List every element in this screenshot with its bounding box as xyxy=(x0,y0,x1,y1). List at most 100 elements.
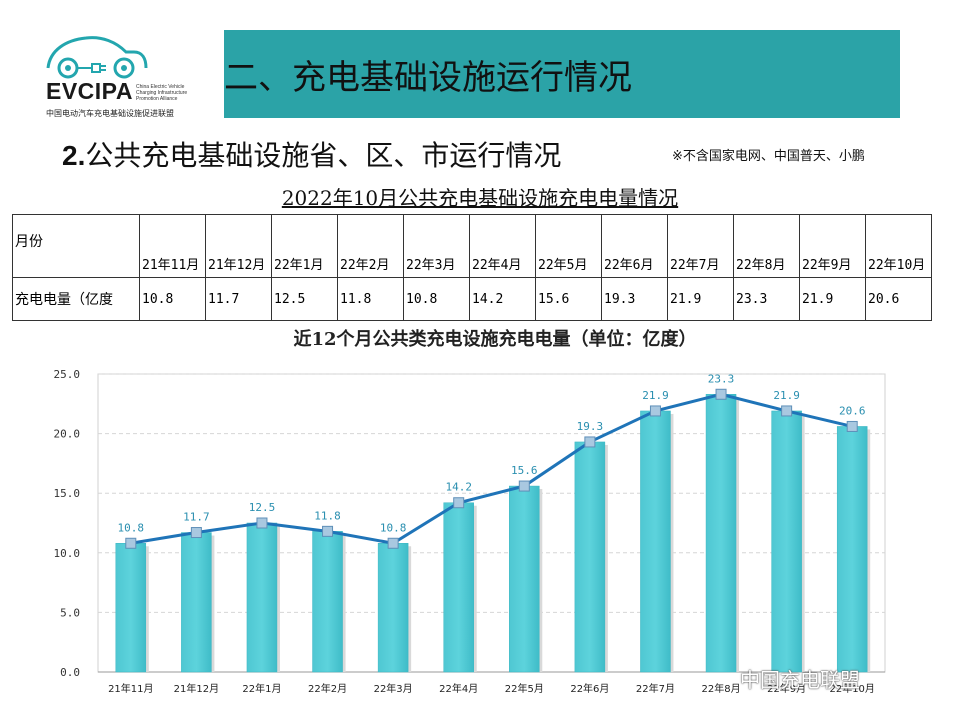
value-cell: 11.7 xyxy=(205,277,272,321)
data-label: 20.6 xyxy=(839,404,866,417)
y-tick-label: 15.0 xyxy=(54,487,81,500)
table-title: 2022年10月公共充电基础设施充电电量情况 xyxy=(281,186,679,210)
bar xyxy=(312,531,343,673)
car-plug-logo-icon xyxy=(46,36,148,79)
bar xyxy=(181,532,212,673)
table-row-values: 充电电量（亿度 10.8 11.7 12.5 11.8 10.8 14.2 15… xyxy=(12,277,932,321)
bar xyxy=(771,410,802,673)
value-cell: 15.6 xyxy=(535,277,602,321)
logo-name: EVCIPA xyxy=(46,78,133,104)
bar xyxy=(509,485,540,673)
data-label: 21.9 xyxy=(773,389,800,402)
value-cell: 19.3 xyxy=(601,277,668,321)
header-banner: 二、充电基础设施运行情况 xyxy=(224,30,900,118)
month-cell: 22年7月 xyxy=(667,214,734,278)
month-cell: 22年6月 xyxy=(601,214,668,278)
data-label: 14.2 xyxy=(445,481,472,494)
data-label: 11.8 xyxy=(314,509,341,522)
row-header-month: 月份 xyxy=(12,214,140,278)
x-tick-label: 22年1月 xyxy=(242,682,281,695)
x-tick-label: 22年9月 xyxy=(767,682,806,695)
x-tick-label: 22年5月 xyxy=(505,682,544,695)
value-cell: 12.5 xyxy=(271,277,338,321)
line-marker xyxy=(322,525,334,537)
data-label: 21.9 xyxy=(642,389,669,402)
charging-volume-chart: 0.0 5.0 10.0 15.0 20.0 25.0 21年11月 21年12月 22年1月 2… xyxy=(54,368,886,695)
value-cell: 10.8 xyxy=(403,277,470,321)
month-cell: 22年3月 xyxy=(403,214,470,278)
x-tick-label: 22年3月 xyxy=(374,682,413,695)
bar xyxy=(574,441,606,673)
value-cell: 11.8 xyxy=(337,277,404,321)
month-cell: 22年9月 xyxy=(799,214,866,278)
data-label: 11.7 xyxy=(183,511,210,524)
bar xyxy=(640,410,671,673)
y-tick-label: 0.0 xyxy=(60,666,80,679)
x-tick-label: 21年11月 xyxy=(108,682,153,695)
value-cell: 14.2 xyxy=(469,277,536,321)
month-cell: 21年11月 xyxy=(139,214,206,278)
month-cell: 22年2月 xyxy=(337,214,404,278)
month-cell: 22年10月 xyxy=(865,214,932,278)
x-tick-label: 22年6月 xyxy=(570,682,609,695)
x-tick-label: 22年8月 xyxy=(701,682,740,695)
month-cell: 22年4月 xyxy=(469,214,536,278)
charging-volume-table: 月份 21年11月 21年12月 22年1月 22年2月 22年3月 22年4月… xyxy=(12,214,932,321)
data-label: 15.6 xyxy=(511,464,538,477)
value-cell: 21.9 xyxy=(799,277,866,321)
value-cell: 10.8 xyxy=(139,277,206,321)
logo-subtitle-en: China Electric Vehicle Charging Infrastr… xyxy=(136,84,188,102)
month-cell: 22年8月 xyxy=(733,214,800,278)
line-marker xyxy=(125,537,137,549)
data-label: 12.5 xyxy=(249,501,276,514)
plot-area xyxy=(97,373,886,673)
table-row-months: 月份 21年11月 21年12月 22年1月 22年2月 22年3月 22年4月… xyxy=(12,214,932,278)
line-marker xyxy=(781,405,793,417)
line-marker xyxy=(518,480,530,492)
line-marker xyxy=(256,517,268,529)
value-cell: 21.9 xyxy=(667,277,734,321)
section-number: 2. xyxy=(62,140,86,171)
y-tick-label: 20.0 xyxy=(54,428,81,441)
logo-subtitle-cn: 中国电动汽车充电基础设施促进联盟 xyxy=(46,109,174,118)
bar xyxy=(705,394,737,673)
y-tick-label: 25.0 xyxy=(54,368,81,381)
bar xyxy=(115,543,147,673)
line-marker xyxy=(584,436,596,448)
bar xyxy=(443,502,474,673)
page-title: 二、充电基础设施运行情况 xyxy=(224,58,632,98)
evcipa-logo: EVCIPA China Electric Vehicle Charging I… xyxy=(42,28,202,120)
y-tick-label: 5.0 xyxy=(60,606,80,619)
chart-title: 近12个月公共类充电设施充电电量（单位：亿度） xyxy=(293,329,697,350)
bar xyxy=(836,426,868,673)
month-cell: 22年1月 xyxy=(271,214,338,278)
value-cell: 20.6 xyxy=(865,277,932,321)
line-marker xyxy=(715,388,727,400)
watermark: 中国充电联盟 xyxy=(740,668,860,692)
x-tick-label: 22年2月 xyxy=(308,682,347,695)
line-marker xyxy=(190,527,202,539)
x-tick-label: 22年4月 xyxy=(439,682,478,695)
month-cell: 22年5月 xyxy=(535,214,602,278)
section-title: 2.公共充电基础设施省、区、市运行情况 xyxy=(62,134,561,174)
x-tick-label: 22年7月 xyxy=(636,682,675,695)
line-marker xyxy=(453,497,465,509)
data-label: 10.8 xyxy=(380,521,407,534)
month-cell: 21年12月 xyxy=(205,214,272,278)
series-line xyxy=(130,392,853,545)
wechat-icon xyxy=(738,666,739,667)
x-tick-label: 21年12月 xyxy=(174,682,219,695)
section-title-text: 公共充电基础设施省、区、市运行情况 xyxy=(85,139,562,172)
data-label: 23.3 xyxy=(708,372,735,385)
data-label: 19.3 xyxy=(577,420,604,433)
row-header-value: 充电电量（亿度 xyxy=(12,277,140,321)
data-label: 10.8 xyxy=(118,521,145,534)
bar xyxy=(246,522,278,673)
line-marker xyxy=(387,537,399,549)
value-cell: 23.3 xyxy=(733,277,800,321)
x-tick-label: 22年10月 xyxy=(829,682,874,695)
bar xyxy=(377,543,409,673)
y-tick-label: 10.0 xyxy=(54,547,81,560)
line-marker xyxy=(649,405,661,417)
line-marker xyxy=(846,420,858,432)
